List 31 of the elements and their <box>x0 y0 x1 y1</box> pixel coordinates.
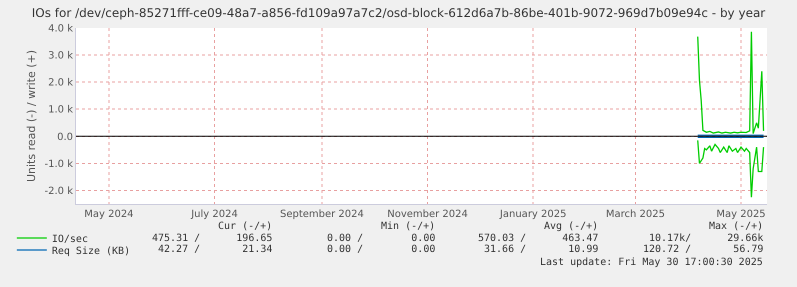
text: Last update: Fri May 30 17:00:30 2025 <box>540 257 763 268</box>
x-tick-label: May 2024 <box>84 209 134 220</box>
chart-title: IOs for /dev/ceph-85271fff-ce09-48a7-a856-fd109a97a7c2/osd-block-612d6a7b-86be-401b-9072-969d7b09e94c - by year <box>32 6 766 20</box>
text: 31.66 / 10.99 <box>484 244 598 255</box>
legend-label: Req Size (KB) <box>52 246 130 257</box>
x-tick-label: March 2025 <box>606 209 665 220</box>
y-tick-label: 3.0 k <box>48 50 74 62</box>
text: 42.27 / 21.34 <box>158 244 272 255</box>
x-tick-label: November 2024 <box>387 209 468 220</box>
text: Avg (-/+) <box>544 221 598 232</box>
x-tick-label: July 2024 <box>190 209 238 220</box>
text: 570.03 / 463.47 <box>478 233 598 244</box>
y-tick-label: 0.0 <box>57 132 73 143</box>
text: 10.17k/ 29.66k <box>649 233 764 244</box>
x-tick-label: May 2025 <box>716 209 766 220</box>
y-tick-label: 1.0 k <box>48 104 74 116</box>
text: Cur (-/+) <box>218 221 272 232</box>
text: Max (-/+) <box>709 221 764 232</box>
x-tick-label: September 2024 <box>280 209 364 220</box>
y-axis-title: Units read (-) / write (+) <box>25 50 38 182</box>
text: 0.00 / 0.00 <box>327 233 436 244</box>
y-tick-label: 2.0 k <box>48 78 74 89</box>
x-tick-label: January 2025 <box>498 209 566 220</box>
legend-label: IO/sec <box>52 234 88 245</box>
text: 0.00 / 0.00 <box>327 244 436 255</box>
y-tick-label: -1.0 k <box>44 158 74 170</box>
text: 120.72 / 56.79 <box>643 244 764 255</box>
text: Min (-/+) <box>381 221 436 232</box>
y-tick-label: 4.0 k <box>48 24 74 34</box>
y-tick-label: -2.0 k <box>44 186 74 197</box>
text: 475.31 / 196.65 <box>152 233 272 244</box>
